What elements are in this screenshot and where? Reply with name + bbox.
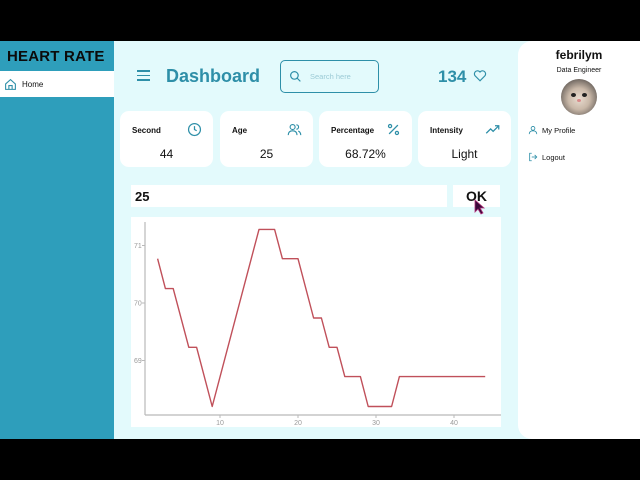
brand-title: HEART RATE (7, 48, 105, 65)
svg-text:40: 40 (450, 420, 458, 427)
clock-icon (187, 122, 202, 137)
card-label: Percentage (331, 126, 375, 135)
menu-label: My Profile (542, 125, 576, 135)
svg-text:70: 70 (134, 301, 142, 308)
heart-icon (473, 70, 487, 82)
home-icon (5, 78, 16, 90)
card-value: 25 (259, 147, 274, 161)
logout-icon (529, 152, 538, 162)
card-value: Light (451, 147, 478, 161)
sidebar: HEART RATE Home (0, 41, 114, 439)
menu-logout[interactable]: Logout (528, 152, 565, 162)
card-label: Intensity (430, 126, 463, 135)
card-percentage: Percentage 68.72% (319, 111, 412, 167)
search-input[interactable] (310, 72, 370, 81)
user-role: Data Engineer (556, 67, 602, 74)
sidebar-item-label: Home (22, 79, 44, 89)
avatar (561, 79, 597, 115)
card-age: Age 25 (220, 111, 313, 167)
card-intensity: Intensity Light (418, 111, 511, 167)
line-chart: 10 20 30 40 69 70 71 (134, 222, 501, 427)
card-second: Second 44 (120, 111, 213, 167)
heart-rate-chart: 10 20 30 40 69 70 71 (131, 217, 501, 427)
ok-button[interactable]: OK (453, 185, 500, 207)
user-icon (528, 126, 538, 135)
card-value: 44 (159, 147, 174, 161)
menu-label: Logout (542, 152, 565, 162)
main-content: Dashboard 134 Second 44 Age 25 Percentag… (114, 41, 518, 439)
card-label: Second (132, 126, 161, 135)
hamburger-menu-icon[interactable] (137, 70, 150, 81)
card-value: 68.72% (345, 147, 386, 161)
card-label: Age (232, 126, 248, 135)
svg-text:20: 20 (294, 420, 302, 427)
svg-text:10: 10 (216, 420, 224, 427)
bpm-value: 134 (438, 67, 467, 86)
svg-text:69: 69 (134, 358, 142, 365)
profile-panel: febrilym Data Engineer My Profile Logout (518, 41, 640, 439)
age-input[interactable] (131, 185, 447, 207)
stat-cards: Second 44 Age 25 Percentage 68.72% Inten… (120, 111, 516, 167)
svg-text:30: 30 (372, 420, 380, 427)
svg-text:71: 71 (134, 243, 142, 250)
search-icon (290, 71, 301, 82)
menu-my-profile[interactable]: My Profile (528, 125, 575, 135)
search-box[interactable] (280, 60, 379, 93)
mouse-cursor-icon (474, 199, 486, 215)
percent-icon (387, 123, 400, 136)
trending-up-icon (485, 125, 500, 134)
sidebar-item-home[interactable]: Home (0, 71, 114, 97)
app-window: HEART RATE Home Dashboard 134 Second 44 … (0, 41, 640, 439)
user-name: febrilym (555, 48, 603, 62)
page-title: Dashboard (166, 66, 261, 86)
users-icon (287, 123, 302, 136)
